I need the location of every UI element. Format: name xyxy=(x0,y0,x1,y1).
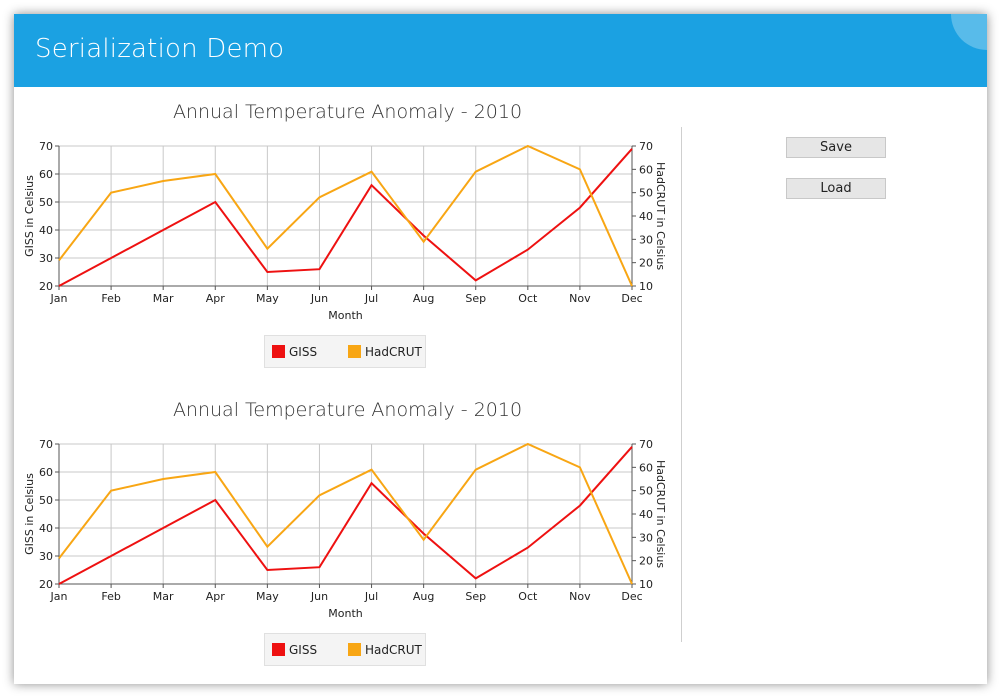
x-tick-label: Nov xyxy=(569,590,591,603)
app-window: Serialization Demo × Annual Temperature … xyxy=(14,14,987,684)
y-tick-label-left: 50 xyxy=(39,494,53,507)
y-tick-label-right: 30 xyxy=(639,531,653,544)
y-axis-title-right: HadCRUT in Celsius xyxy=(654,162,667,270)
y-tick-label-left: 30 xyxy=(39,252,53,265)
series-line-giss xyxy=(58,148,633,287)
legend-label-giss: GISS xyxy=(289,345,318,359)
x-tick-label: Jul xyxy=(364,590,378,603)
load-button[interactable]: Load xyxy=(786,178,886,199)
y-tick-label-right: 70 xyxy=(639,438,653,451)
chart-canvas: 20 30 40 50 60 70 10 20 30 40 50 60 70 Jan Feb Mar Apr Ma… xyxy=(23,140,667,322)
close-button[interactable]: × xyxy=(951,14,987,50)
y-tick-label-right: 60 xyxy=(639,461,653,474)
title-bar: Serialization Demo × xyxy=(14,14,987,87)
x-tick-label: May xyxy=(256,590,279,603)
series-line-hadcrut xyxy=(58,144,633,287)
legend-swatch-hadcrut xyxy=(348,643,361,656)
x-tick-label: Mar xyxy=(153,590,174,603)
y-tick-label-left: 20 xyxy=(39,578,53,591)
y-tick-label-right: 20 xyxy=(639,555,653,568)
save-button[interactable]: Save xyxy=(786,137,886,158)
chart-top: Annual Temperature Anomaly - 2010 20 30 40… xyxy=(14,96,681,386)
x-tick-label: Apr xyxy=(206,292,226,305)
x-tick-label: Dec xyxy=(621,590,642,603)
y-tick-label-right: 50 xyxy=(639,485,653,498)
x-tick-label: Jul xyxy=(364,292,378,305)
y-tick-label-left: 70 xyxy=(39,438,53,451)
y-tick-label-right: 40 xyxy=(639,210,653,223)
x-tick-label: Oct xyxy=(518,292,538,305)
x-tick-label: Dec xyxy=(621,292,642,305)
y-tick-label-left: 60 xyxy=(39,168,53,181)
y-tick-label-right: 50 xyxy=(639,187,653,200)
x-tick-label: Feb xyxy=(101,590,120,603)
y-axis-title-left: GISS in Celsius xyxy=(23,175,36,257)
chart-legend: GISS HadCRUT xyxy=(264,633,426,666)
legend-label-hadcrut: HadCRUT xyxy=(365,643,422,657)
y-tick-label-left: 30 xyxy=(39,550,53,563)
series-line-hadcrut xyxy=(58,442,633,585)
y-tick-label-left: 40 xyxy=(39,522,53,535)
x-tick-label: Jun xyxy=(310,590,328,603)
y-tick-label-right: 60 xyxy=(639,163,653,176)
x-axis-title: Month xyxy=(328,309,363,322)
legend-swatch-giss xyxy=(272,345,285,358)
panel-divider xyxy=(681,127,682,642)
x-tick-label: May xyxy=(256,292,279,305)
x-tick-label: Aug xyxy=(413,590,434,603)
x-tick-label: Oct xyxy=(518,590,538,603)
window-title: Serialization Demo xyxy=(35,34,285,64)
x-tick-label: Mar xyxy=(153,292,174,305)
chart-title: Annual Temperature Anomaly - 2010 xyxy=(172,101,523,123)
y-tick-label-right: 10 xyxy=(639,280,653,293)
legend-swatch-giss xyxy=(272,643,285,656)
y-tick-label-left: 70 xyxy=(39,140,53,153)
y-tick-label-left: 50 xyxy=(39,196,53,209)
y-tick-label-right: 40 xyxy=(639,508,653,521)
y-tick-label-left: 60 xyxy=(39,466,53,479)
series-line-giss xyxy=(58,446,633,585)
legend-label-giss: GISS xyxy=(289,643,318,657)
chart-canvas: 20 30 40 50 60 70 10 20 30 40 50 60 70 Jan Feb Mar Apr Ma… xyxy=(23,438,667,620)
y-axis-title-left: GISS in Celsius xyxy=(23,473,36,555)
y-tick-label-left: 20 xyxy=(39,280,53,293)
x-tick-label: Nov xyxy=(569,292,591,305)
legend-swatch-hadcrut xyxy=(348,345,361,358)
x-tick-label: Feb xyxy=(101,292,120,305)
x-tick-label: Jan xyxy=(50,590,68,603)
x-tick-label: Apr xyxy=(206,590,226,603)
chart-bottom: Annual Temperature Anomaly - 2010 20 30 40… xyxy=(14,394,681,684)
x-tick-label: Jan xyxy=(50,292,68,305)
y-axis-title-right: HadCRUT in Celsius xyxy=(654,460,667,568)
chart-legend: GISS HadCRUT xyxy=(264,335,426,368)
x-tick-label: Jun xyxy=(310,292,328,305)
y-tick-label-right: 10 xyxy=(639,578,653,591)
x-tick-label: Aug xyxy=(413,292,434,305)
y-tick-label-right: 20 xyxy=(639,257,653,270)
y-tick-label-left: 40 xyxy=(39,224,53,237)
x-tick-label: Sep xyxy=(465,292,486,305)
y-tick-label-right: 70 xyxy=(639,140,653,153)
x-axis-title: Month xyxy=(328,607,363,620)
y-tick-label-right: 30 xyxy=(639,233,653,246)
legend-label-hadcrut: HadCRUT xyxy=(365,345,422,359)
chart-title: Annual Temperature Anomaly - 2010 xyxy=(172,399,523,421)
x-tick-label: Sep xyxy=(465,590,486,603)
